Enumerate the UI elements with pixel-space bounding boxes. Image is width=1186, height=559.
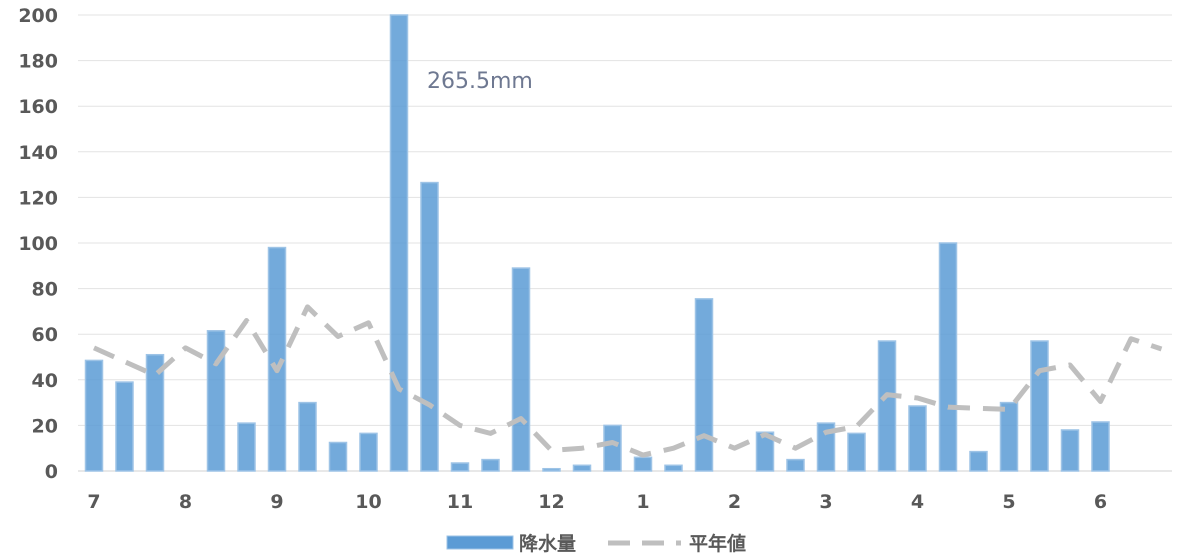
y-tick-label: 40 — [32, 370, 58, 392]
precipitation-bars — [84, 14, 1110, 472]
y-tick-label: 100 — [18, 233, 58, 255]
precipitation-bar — [633, 456, 653, 472]
precipitation-bar — [328, 441, 348, 472]
precipitation-bar — [938, 242, 958, 472]
precipitation-bar — [359, 432, 378, 472]
y-tick-label: 120 — [18, 187, 58, 209]
precipitation-bar — [1030, 340, 1049, 472]
precipitation-bar — [816, 422, 836, 472]
precipitation-bar — [969, 450, 988, 472]
y-tick-label: 0 — [45, 461, 58, 483]
x-axis-ticks: 7 8 9 10 11 12 1 2 3 4 5 6 — [87, 491, 1107, 513]
normal-value-line — [92, 304, 1163, 458]
legend-normal-label: 平年値 — [689, 532, 746, 555]
x-tick-label: 7 — [87, 491, 100, 513]
precipitation-bar — [877, 340, 897, 472]
x-tick-label: 2 — [728, 491, 741, 513]
precipitation-bar — [481, 458, 500, 472]
x-tick-label: 5 — [1002, 491, 1015, 513]
y-tick-label: 140 — [18, 142, 58, 164]
precipitation-bar — [145, 353, 165, 472]
precipitation-bar — [1060, 429, 1080, 472]
precipitation-bar — [420, 181, 439, 472]
precipitation-bar — [694, 298, 714, 472]
y-tick-label: 80 — [32, 279, 58, 301]
x-tick-label: 11 — [447, 491, 473, 513]
x-tick-label: 9 — [270, 491, 283, 513]
precipitation-bar — [450, 462, 470, 472]
precipitation-bar — [115, 381, 134, 472]
precipitation-bar — [908, 405, 927, 472]
y-tick-label: 160 — [18, 96, 58, 118]
overflow-annotation: 265.5mm — [427, 69, 533, 94]
x-tick-label: 3 — [819, 491, 832, 513]
precipitation-bar — [603, 424, 622, 472]
precipitation-bar — [1091, 421, 1110, 472]
precipitation-bar — [511, 267, 531, 472]
x-tick-label: 8 — [179, 491, 192, 513]
x-tick-label: 4 — [911, 491, 924, 513]
precipitation-bar — [298, 401, 317, 472]
legend: 降水量 平年値 — [446, 532, 746, 555]
precipitation-bar — [847, 432, 866, 472]
y-axis-ticks: 0 20 40 60 80 100 120 140 160 180 200 — [18, 5, 58, 483]
precipitation-bar — [572, 464, 592, 472]
legend-precipitation-label: 降水量 — [519, 532, 576, 555]
gridlines — [78, 14, 1172, 472]
precipitation-bar — [542, 467, 561, 472]
precipitation-bar — [237, 422, 256, 472]
y-tick-label: 60 — [32, 324, 58, 346]
legend-precipitation-swatch — [446, 535, 514, 550]
precipitation-bar — [206, 330, 226, 472]
y-tick-label: 200 — [18, 5, 58, 27]
y-tick-label: 180 — [18, 51, 58, 73]
x-tick-label: 10 — [355, 491, 381, 513]
normal-value-series-line — [92, 304, 1163, 458]
precipitation-bar — [999, 401, 1019, 472]
precipitation-bar — [786, 458, 805, 472]
x-tick-label: 12 — [538, 491, 564, 513]
precipitation-bar — [267, 246, 287, 472]
precipitation-bar — [84, 359, 104, 472]
x-tick-label: 1 — [636, 491, 649, 513]
precipitation-bar — [389, 14, 409, 472]
x-tick-label: 6 — [1094, 491, 1107, 513]
y-tick-label: 20 — [32, 415, 58, 437]
precipitation-bar — [664, 464, 683, 472]
